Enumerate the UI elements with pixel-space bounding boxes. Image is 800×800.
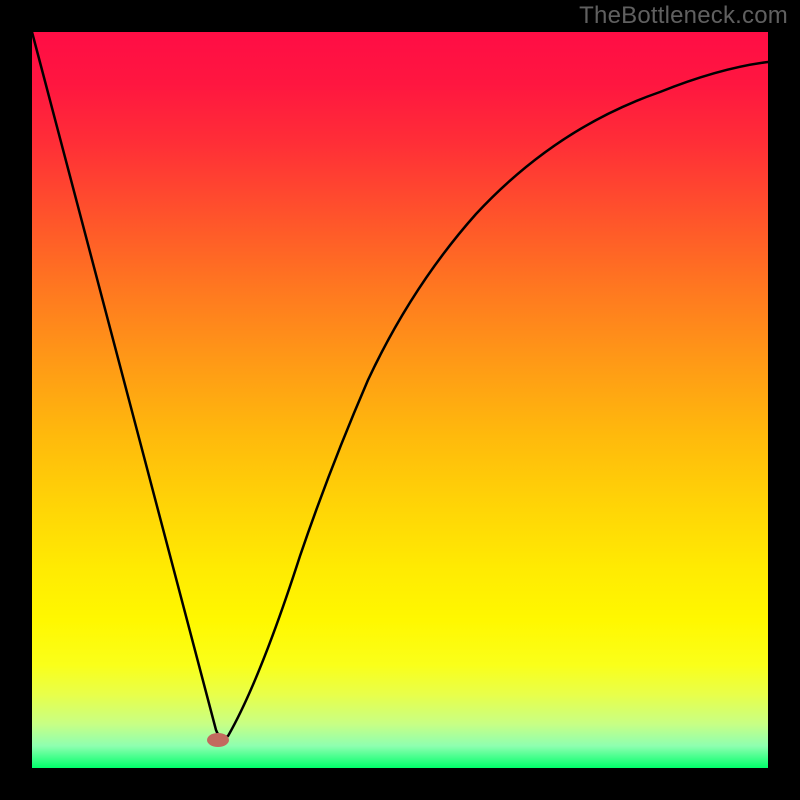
minimum-marker (207, 733, 229, 747)
chart-frame: TheBottleneck.com (0, 0, 800, 800)
chart-svg (0, 0, 800, 800)
watermark-text: TheBottleneck.com (579, 2, 788, 30)
plot-area-rect (32, 32, 768, 768)
